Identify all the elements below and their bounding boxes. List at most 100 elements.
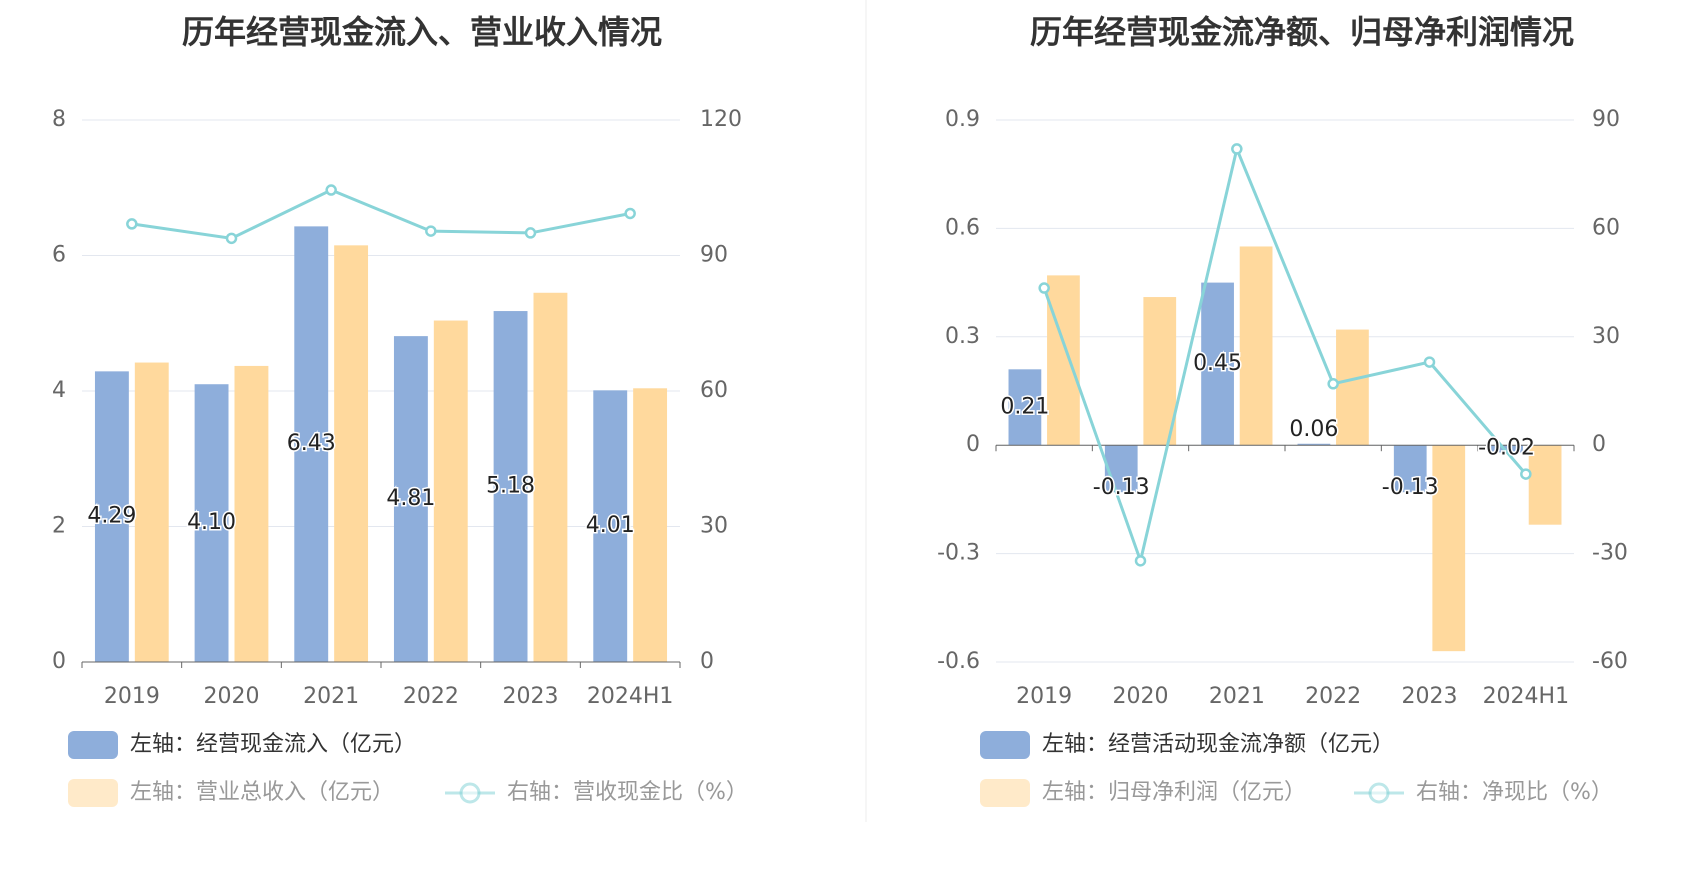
left-axis-tick-label: 4 bbox=[52, 378, 66, 403]
left-axis-tick-label: 0 bbox=[52, 649, 66, 674]
right-axis-tick-label: 90 bbox=[700, 243, 728, 268]
bar-primary-2020 bbox=[1104, 445, 1138, 493]
bar-data-label: 4.01 bbox=[586, 513, 635, 538]
bar-data-label: 4.29 bbox=[87, 504, 136, 529]
chart-title: 历年经营现金流入、营业收入情况 bbox=[182, 13, 662, 51]
category-label: 2019 bbox=[1016, 684, 1072, 709]
right-axis-tick-label: 0 bbox=[700, 649, 714, 674]
right-axis-tick-label: 120 bbox=[700, 107, 742, 132]
chart-1: 历年经营现金流入、营业收入情况 0 0 2 30 4 60 6 90 8 120 2019 2020 20… bbox=[52, 13, 748, 807]
ratio-point-2024H1 bbox=[624, 207, 636, 220]
legend-swatch bbox=[68, 779, 118, 807]
legend-label[interactable]: 左轴：营业总收入（亿元） bbox=[130, 780, 394, 805]
ratio-point-2024H1 bbox=[1520, 468, 1532, 480]
category-label: 2021 bbox=[303, 684, 359, 709]
bar-secondary-2022 bbox=[1336, 329, 1369, 446]
right-axis-tick-label: -60 bbox=[1592, 649, 1628, 674]
left-axis-tick-label: 8 bbox=[52, 107, 66, 132]
right-axis-tick-label: 30 bbox=[700, 514, 728, 539]
bar-data-label: 0.21 bbox=[1000, 394, 1049, 419]
bar-secondary-2019 bbox=[134, 362, 169, 662]
ratio-point-2019 bbox=[126, 218, 138, 230]
bar-primary-2021 bbox=[1201, 282, 1234, 446]
left-axis-tick-label: 0.3 bbox=[945, 324, 980, 349]
category-label: 2024H1 bbox=[1483, 684, 1570, 709]
legend-label[interactable]: 右轴：净现比（%） bbox=[1416, 780, 1613, 805]
legend-swatch bbox=[980, 731, 1030, 759]
bar-data-label: 0.06 bbox=[1289, 417, 1338, 442]
ratio-line bbox=[1042, 143, 1527, 567]
category-label: 2022 bbox=[403, 684, 459, 709]
ratio-point-2022 bbox=[425, 225, 437, 237]
bar-primary-2023 bbox=[1393, 445, 1427, 493]
ratio-point-2020 bbox=[1134, 555, 1147, 567]
right-axis-tick-label: 90 bbox=[1592, 107, 1620, 132]
bar-primary-2022 bbox=[393, 336, 428, 662]
bar-primary-2020 bbox=[194, 384, 229, 662]
category-label: 2020 bbox=[204, 684, 260, 709]
bar-secondary-2024H1 bbox=[633, 388, 668, 662]
bar-primary-2024H1 bbox=[1490, 445, 1523, 453]
bar-primary-2021 bbox=[294, 226, 329, 662]
right-axis-tick-label: 60 bbox=[1592, 215, 1620, 240]
ratio-line bbox=[131, 188, 631, 240]
right-axis-tick-label: 30 bbox=[1592, 324, 1620, 349]
legend-line-marker bbox=[1368, 782, 1390, 804]
ratio-point-2021 bbox=[325, 184, 337, 196]
bar-secondary-2023 bbox=[533, 292, 568, 662]
bar-primary-2024H1 bbox=[593, 390, 628, 662]
legend-line-marker bbox=[459, 782, 481, 804]
bar-primary-2019 bbox=[94, 371, 129, 662]
bar-data-label: 0.45 bbox=[1193, 351, 1242, 376]
left-axis-tick-label: 2 bbox=[52, 514, 66, 539]
ratio-point-2023 bbox=[1423, 356, 1436, 368]
category-label: 2022 bbox=[1305, 684, 1361, 709]
legend-label[interactable]: 左轴：经营活动现金流净额（亿元） bbox=[1042, 732, 1394, 757]
bar-data-label: -0.13 bbox=[1382, 475, 1439, 500]
ratio-point-2020 bbox=[225, 232, 238, 245]
bar-secondary-2024H1 bbox=[1528, 445, 1562, 525]
ratio-point-2021 bbox=[1231, 143, 1243, 155]
right-axis-tick-label: -30 bbox=[1592, 541, 1628, 566]
bar-data-label: -0.13 bbox=[1093, 475, 1150, 500]
left-axis-tick-label: -0.3 bbox=[937, 541, 980, 566]
legend-label[interactable]: 右轴：营收现金比（%） bbox=[507, 780, 748, 805]
left-axis-tick-label: -0.6 bbox=[937, 649, 980, 674]
left-axis-tick-label: 0 bbox=[966, 432, 980, 457]
category-label: 2024H1 bbox=[587, 684, 674, 709]
bar-data-label: 4.81 bbox=[386, 486, 435, 511]
left-axis-tick-label: 0.6 bbox=[945, 215, 980, 240]
ratio-point-2022 bbox=[1327, 378, 1339, 390]
category-label: 2023 bbox=[1402, 684, 1458, 709]
bar-primary-2022 bbox=[1297, 443, 1331, 446]
bar-secondary-2020 bbox=[1143, 297, 1177, 446]
bar-data-label: 4.10 bbox=[187, 510, 236, 535]
legend-label[interactable]: 左轴：经营现金流入（亿元） bbox=[130, 732, 416, 757]
legend-swatch bbox=[980, 779, 1030, 807]
ratio-point-2023 bbox=[524, 227, 537, 239]
ratio-point-2019 bbox=[1038, 282, 1050, 294]
chart-title: 历年经营现金流净额、归母净利润情况 bbox=[1030, 13, 1574, 51]
category-label: 2019 bbox=[104, 684, 160, 709]
category-label: 2020 bbox=[1113, 684, 1169, 709]
right-axis-tick-label: 0 bbox=[1592, 432, 1606, 457]
left-axis-tick-label: 6 bbox=[52, 243, 66, 268]
bar-secondary-2020 bbox=[234, 365, 269, 662]
category-label: 2021 bbox=[1209, 684, 1265, 709]
bar-primary-2019 bbox=[1008, 369, 1042, 446]
bar-data-label: -0.02 bbox=[1478, 435, 1535, 460]
bar-primary-2023 bbox=[493, 311, 528, 662]
bar-secondary-2021 bbox=[1239, 246, 1273, 446]
bar-data-label: 5.18 bbox=[486, 474, 535, 499]
bar-secondary-2019 bbox=[1047, 275, 1080, 446]
legend-label[interactable]: 左轴：归母净利润（亿元） bbox=[1042, 780, 1306, 805]
chart-2: 历年经营现金流净额、归母净利润情况 -0.6 -60 -0.3 -30 0 0 0.3 30 0.… bbox=[937, 13, 1628, 807]
bar-data-label: 6.43 bbox=[287, 431, 336, 456]
category-label: 2023 bbox=[503, 684, 559, 709]
bar-secondary-2021 bbox=[334, 245, 369, 662]
left-axis-tick-label: 0.9 bbox=[945, 107, 980, 132]
bar-secondary-2022 bbox=[433, 320, 468, 662]
right-axis-tick-label: 60 bbox=[700, 378, 728, 403]
